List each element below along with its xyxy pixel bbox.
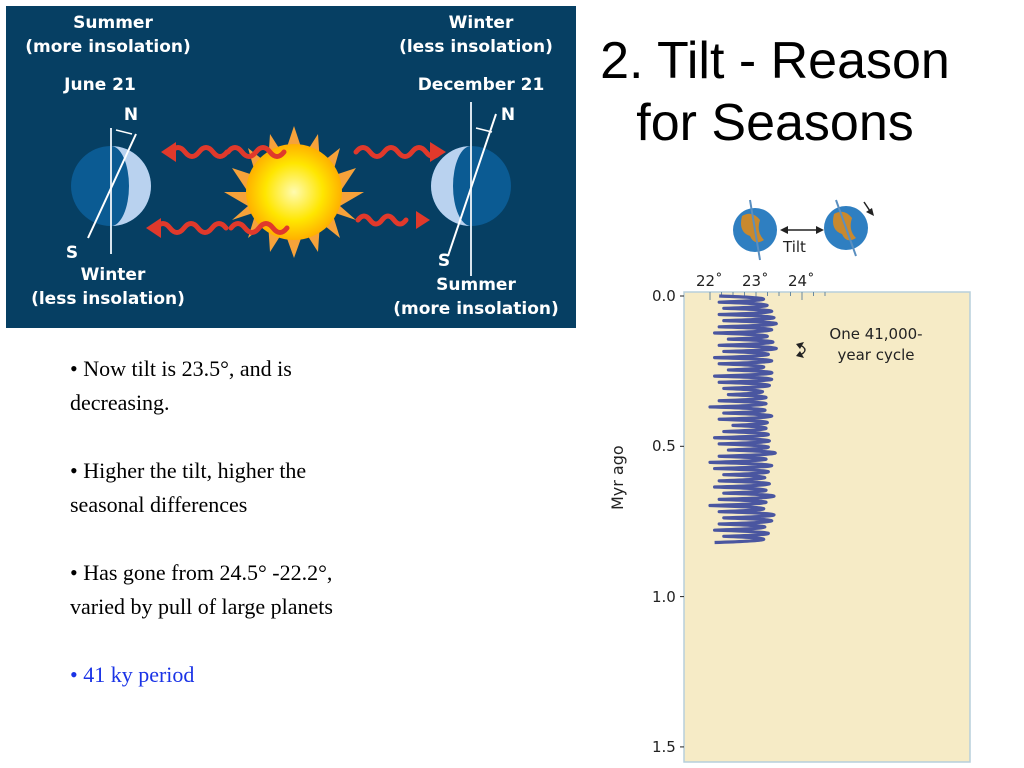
left-top-season: Summer (73, 13, 153, 33)
bullet-list: • Now tilt is 23.5°, and is decreasing. … (70, 352, 370, 726)
left-bottom-note: (less insolation) (31, 289, 185, 309)
left-top-note: (more insolation) (25, 37, 191, 57)
x-tick-label: 22˚ (696, 272, 723, 290)
x-tick-marks (709, 292, 826, 300)
bullet-item: • Has gone from 24.5° -22.2°, varied by … (70, 560, 333, 619)
arrow-head-right-top (430, 142, 446, 162)
seasons-diagram: Summer (more insolation) June 21 N S Win… (6, 6, 576, 328)
insolation-arrows (153, 145, 443, 235)
left-bottom-season: Winter (80, 265, 146, 285)
right-bottom-note: (more insolation) (393, 299, 559, 319)
y-axis-label: Myr ago (608, 445, 627, 510)
x-tick-label: 24˚ (788, 272, 815, 290)
sun-icon (246, 144, 342, 240)
south-label-right: S (437, 251, 451, 271)
y-tick-label: 0.0 (652, 287, 676, 305)
tilt-series-line (708, 294, 778, 545)
right-top-date: December 21 (417, 75, 545, 95)
arrow-head-right-bottom (416, 211, 430, 229)
right-bottom-season: Summer (436, 275, 516, 295)
x-tick-label: 23˚ (742, 272, 769, 290)
cycle-annotation: One 41,000-year cycle (829, 325, 923, 364)
right-top-note: (less insolation) (399, 37, 553, 57)
y-tick-label: 1.0 (652, 587, 676, 606)
y-tick-label: 0.5 (652, 437, 676, 456)
earth-december-icon (431, 102, 511, 276)
south-label-left: S (65, 243, 79, 263)
bullet-item-highlight: • 41 ky period (70, 662, 195, 687)
tilt-label: Tilt (783, 238, 806, 256)
arrow-head-left-bottom (146, 218, 161, 238)
seasons-diagram-art (71, 102, 511, 276)
bullet-item: • Higher the tilt, higher the seasonal d… (70, 458, 307, 517)
arrow-head-left-top (161, 142, 176, 162)
earth-june-icon (71, 128, 151, 254)
north-label-right: N (500, 105, 516, 125)
bullet-item: • Now tilt is 23.5°, and is decreasing. (70, 356, 292, 415)
right-top-season: Winter (448, 13, 514, 33)
left-top-date: June 21 (64, 75, 136, 95)
north-label-left: N (123, 105, 139, 125)
y-tick-label: 1.5 (652, 737, 676, 756)
tilt-chart: Tilt 22˚ 23˚ 24˚ 0.0 0.5 1.0 1.5 Myr ago… (600, 192, 1024, 768)
cycle-bracket (796, 342, 806, 358)
tilt-globes (733, 199, 874, 261)
tilt-chart-svg (680, 199, 971, 763)
slide-title: 2. Tilt - Reason for Seasons (600, 32, 950, 152)
y-tick-marks (680, 295, 684, 748)
